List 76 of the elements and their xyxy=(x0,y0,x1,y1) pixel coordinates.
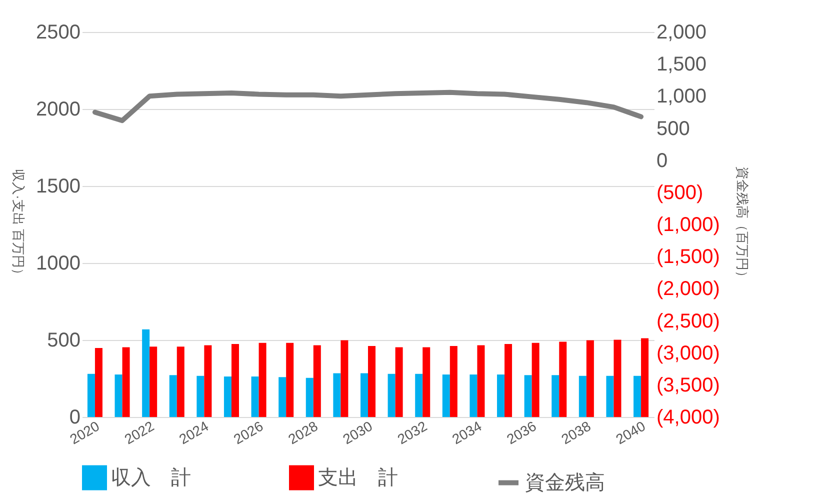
y2-axis-title: 資金残高（百万円） xyxy=(734,166,750,284)
bar xyxy=(524,375,532,417)
bar xyxy=(142,329,150,417)
bar xyxy=(169,375,177,417)
legend-label: 収入 計 xyxy=(111,466,191,489)
y2-tick-label: 1,500 xyxy=(656,54,707,76)
bar xyxy=(278,377,286,417)
bar xyxy=(586,340,594,417)
y-tick-label: 1000 xyxy=(36,252,80,274)
bar xyxy=(122,347,130,417)
bar xyxy=(204,345,212,417)
y2-tick-label: (3,000) xyxy=(656,342,720,364)
bar xyxy=(196,376,204,417)
bar xyxy=(606,376,614,417)
y-tick-label: 1500 xyxy=(36,176,80,198)
y2-tick-label: 500 xyxy=(656,118,690,140)
bar xyxy=(477,345,485,417)
bar xyxy=(422,347,430,417)
bar xyxy=(231,344,239,417)
bar xyxy=(333,373,341,417)
legend-label: 資金残高 xyxy=(525,470,605,494)
legend-label: 支出 計 xyxy=(318,466,398,489)
y-tick-label: 2000 xyxy=(36,98,80,120)
bar xyxy=(470,374,478,417)
x-tick-label: 2022 xyxy=(122,418,157,448)
bar xyxy=(614,340,622,417)
y2-tick-label: 0 xyxy=(656,150,668,172)
bar xyxy=(559,342,567,417)
bar xyxy=(532,342,540,417)
bar xyxy=(415,374,423,417)
bar xyxy=(442,374,450,417)
bar xyxy=(150,346,158,417)
y2-tick-label: (500) xyxy=(656,182,704,204)
bar xyxy=(313,345,321,417)
bar xyxy=(504,344,512,417)
bar xyxy=(552,375,560,417)
bar xyxy=(360,373,368,417)
x-tick-label: 2040 xyxy=(613,418,648,448)
y2-tick-label: (3,500) xyxy=(656,374,720,396)
bar xyxy=(114,374,122,417)
x-tick-label: 2032 xyxy=(394,418,430,448)
x-tick-label: 2038 xyxy=(558,418,594,448)
y2-tick-label: (2,500) xyxy=(656,310,720,332)
x-tick-label: 2028 xyxy=(285,418,321,448)
bar xyxy=(306,378,314,417)
y2-tick-label: (4,000) xyxy=(656,406,720,428)
bar xyxy=(497,374,505,417)
bar xyxy=(388,374,396,417)
bar xyxy=(87,374,95,417)
bar xyxy=(176,346,184,417)
y-tick-label: 0 xyxy=(69,406,80,428)
bar xyxy=(224,376,232,417)
bar xyxy=(634,376,642,417)
bar xyxy=(368,346,376,417)
bar xyxy=(340,340,348,417)
x-tick-label: 2024 xyxy=(176,418,212,448)
y2-tick-label: 2,000 xyxy=(656,22,707,44)
bar xyxy=(578,376,586,417)
x-tick-label: 2034 xyxy=(449,418,484,448)
y2-tick-label: (2,000) xyxy=(656,278,720,300)
bar xyxy=(251,376,259,417)
bar xyxy=(395,347,403,417)
y-tick-label: 2500 xyxy=(36,22,80,44)
x-tick-label: 2026 xyxy=(230,418,266,448)
bar xyxy=(258,342,266,417)
x-tick-label: 2036 xyxy=(504,418,539,448)
y2-tick-label: (1,500) xyxy=(656,246,720,268)
bar xyxy=(450,346,458,417)
y2-tick-label: 1,000 xyxy=(656,86,707,108)
x-tick-label: 2030 xyxy=(340,418,376,448)
y-tick-label: 500 xyxy=(47,330,80,352)
y2-tick-label: (1,000) xyxy=(656,214,720,236)
bar xyxy=(641,338,649,417)
bar xyxy=(94,348,102,417)
y-axis-title: 収入·支出 百万円） xyxy=(11,169,26,281)
bar xyxy=(286,342,294,417)
